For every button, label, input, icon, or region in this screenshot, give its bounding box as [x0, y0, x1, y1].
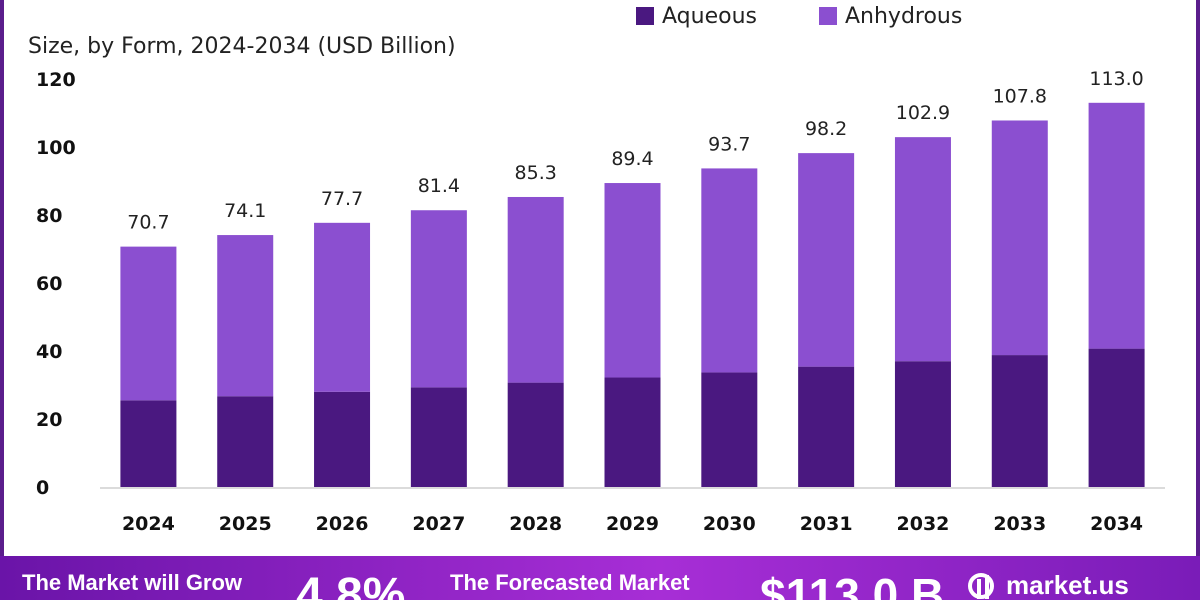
bar-aqueous-2026: [314, 391, 371, 487]
bar-anhydrous-2025: [217, 235, 274, 397]
legend-label-aqueous: Aqueous: [662, 3, 757, 29]
total-label-2030: 93.7: [708, 133, 750, 155]
y-tick-label-0: 0: [36, 477, 49, 499]
y-tick-label-20: 20: [36, 409, 62, 431]
bar-anhydrous-2024: [120, 246, 177, 401]
x-tick-label-2028: 2028: [509, 513, 562, 535]
legend-item-anhydrous: Anhydrous: [818, 3, 963, 29]
total-label-2024: 70.7: [127, 212, 169, 234]
x-tick-label-2033: 2033: [993, 513, 1046, 535]
bar-aqueous-2034: [1088, 348, 1145, 487]
summary-banner: The Market will Grow 4.8% The Forecasted…: [0, 556, 1200, 600]
total-label-2027: 81.4: [418, 175, 460, 197]
chart-subtitle: Size, by Form, 2024-2034 (USD Billion): [28, 34, 456, 59]
y-tick-label-40: 40: [36, 341, 62, 363]
bar-anhydrous-2028: [507, 196, 564, 383]
forecast-label: The Forecasted Market: [450, 570, 690, 595]
bar-anhydrous-2029: [604, 183, 661, 378]
right-border: [1196, 0, 1200, 556]
y-tick-label-100: 100: [36, 137, 76, 159]
brand-logo: market.us: [966, 570, 1129, 600]
brand-name: market.us: [1006, 570, 1129, 600]
legend-swatch-aqueous: [636, 7, 654, 25]
bar-aqueous-2029: [604, 377, 661, 487]
x-tick-label-2026: 2026: [316, 513, 369, 535]
total-label-2034: 113.0: [1089, 68, 1143, 90]
x-tick-label-2030: 2030: [703, 513, 756, 535]
legend-swatch-anhydrous: [818, 7, 837, 25]
bar-anhydrous-2033: [991, 120, 1048, 356]
legend-item-aqueous: Aqueous: [636, 4, 757, 29]
bar-aqueous-2032: [894, 361, 951, 487]
bar-anhydrous-2030: [701, 168, 758, 373]
total-label-2025: 74.1: [224, 200, 266, 222]
total-label-2033: 107.8: [993, 85, 1047, 107]
x-tick-label-2025: 2025: [219, 513, 272, 535]
bar-aqueous-2031: [798, 366, 855, 487]
forecast-value: $113.0 B: [760, 569, 945, 600]
left-border: [0, 0, 4, 556]
bar-anhydrous-2032: [894, 137, 951, 362]
y-tick-label-60: 60: [36, 273, 62, 295]
x-tick-label-2027: 2027: [412, 513, 465, 535]
bar-aqueous-2030: [701, 372, 758, 487]
total-label-2026: 77.7: [321, 188, 363, 210]
bar-anhydrous-2026: [314, 222, 371, 392]
y-tick-label-80: 80: [36, 205, 62, 227]
x-tick-label-2034: 2034: [1090, 513, 1143, 535]
total-label-2029: 89.4: [611, 148, 653, 170]
bar-aqueous-2028: [507, 382, 564, 487]
y-tick-label-120: 120: [36, 69, 76, 91]
x-tick-label-2032: 2032: [897, 513, 950, 535]
bar-aqueous-2024: [120, 400, 177, 487]
bar-aqueous-2025: [217, 396, 274, 487]
bar-anhydrous-2031: [798, 153, 855, 367]
bar-anhydrous-2027: [410, 210, 467, 388]
legend: Aqueous Anhydrous: [636, 2, 1024, 30]
bar-anhydrous-2034: [1088, 102, 1145, 349]
cagr-value: 4.8%: [296, 569, 406, 600]
bar-aqueous-2027: [410, 387, 467, 487]
x-tick-label-2029: 2029: [606, 513, 659, 535]
total-label-2028: 85.3: [515, 162, 557, 184]
total-label-2032: 102.9: [896, 102, 950, 124]
stacked-bar-chart: 0 20 40 60 80 100 120 70.7 2024 74.1 2025 77.7 2026 8…: [36, 68, 1165, 535]
market-us-logo-icon: [968, 572, 994, 599]
market-grow-label: The Market will Grow: [22, 570, 243, 595]
legend-label-anhydrous: Anhydrous: [844, 3, 963, 29]
bar-aqueous-2033: [991, 355, 1048, 487]
x-tick-label-2031: 2031: [800, 513, 853, 535]
x-tick-label-2024: 2024: [122, 513, 175, 535]
total-label-2031: 98.2: [805, 118, 847, 140]
